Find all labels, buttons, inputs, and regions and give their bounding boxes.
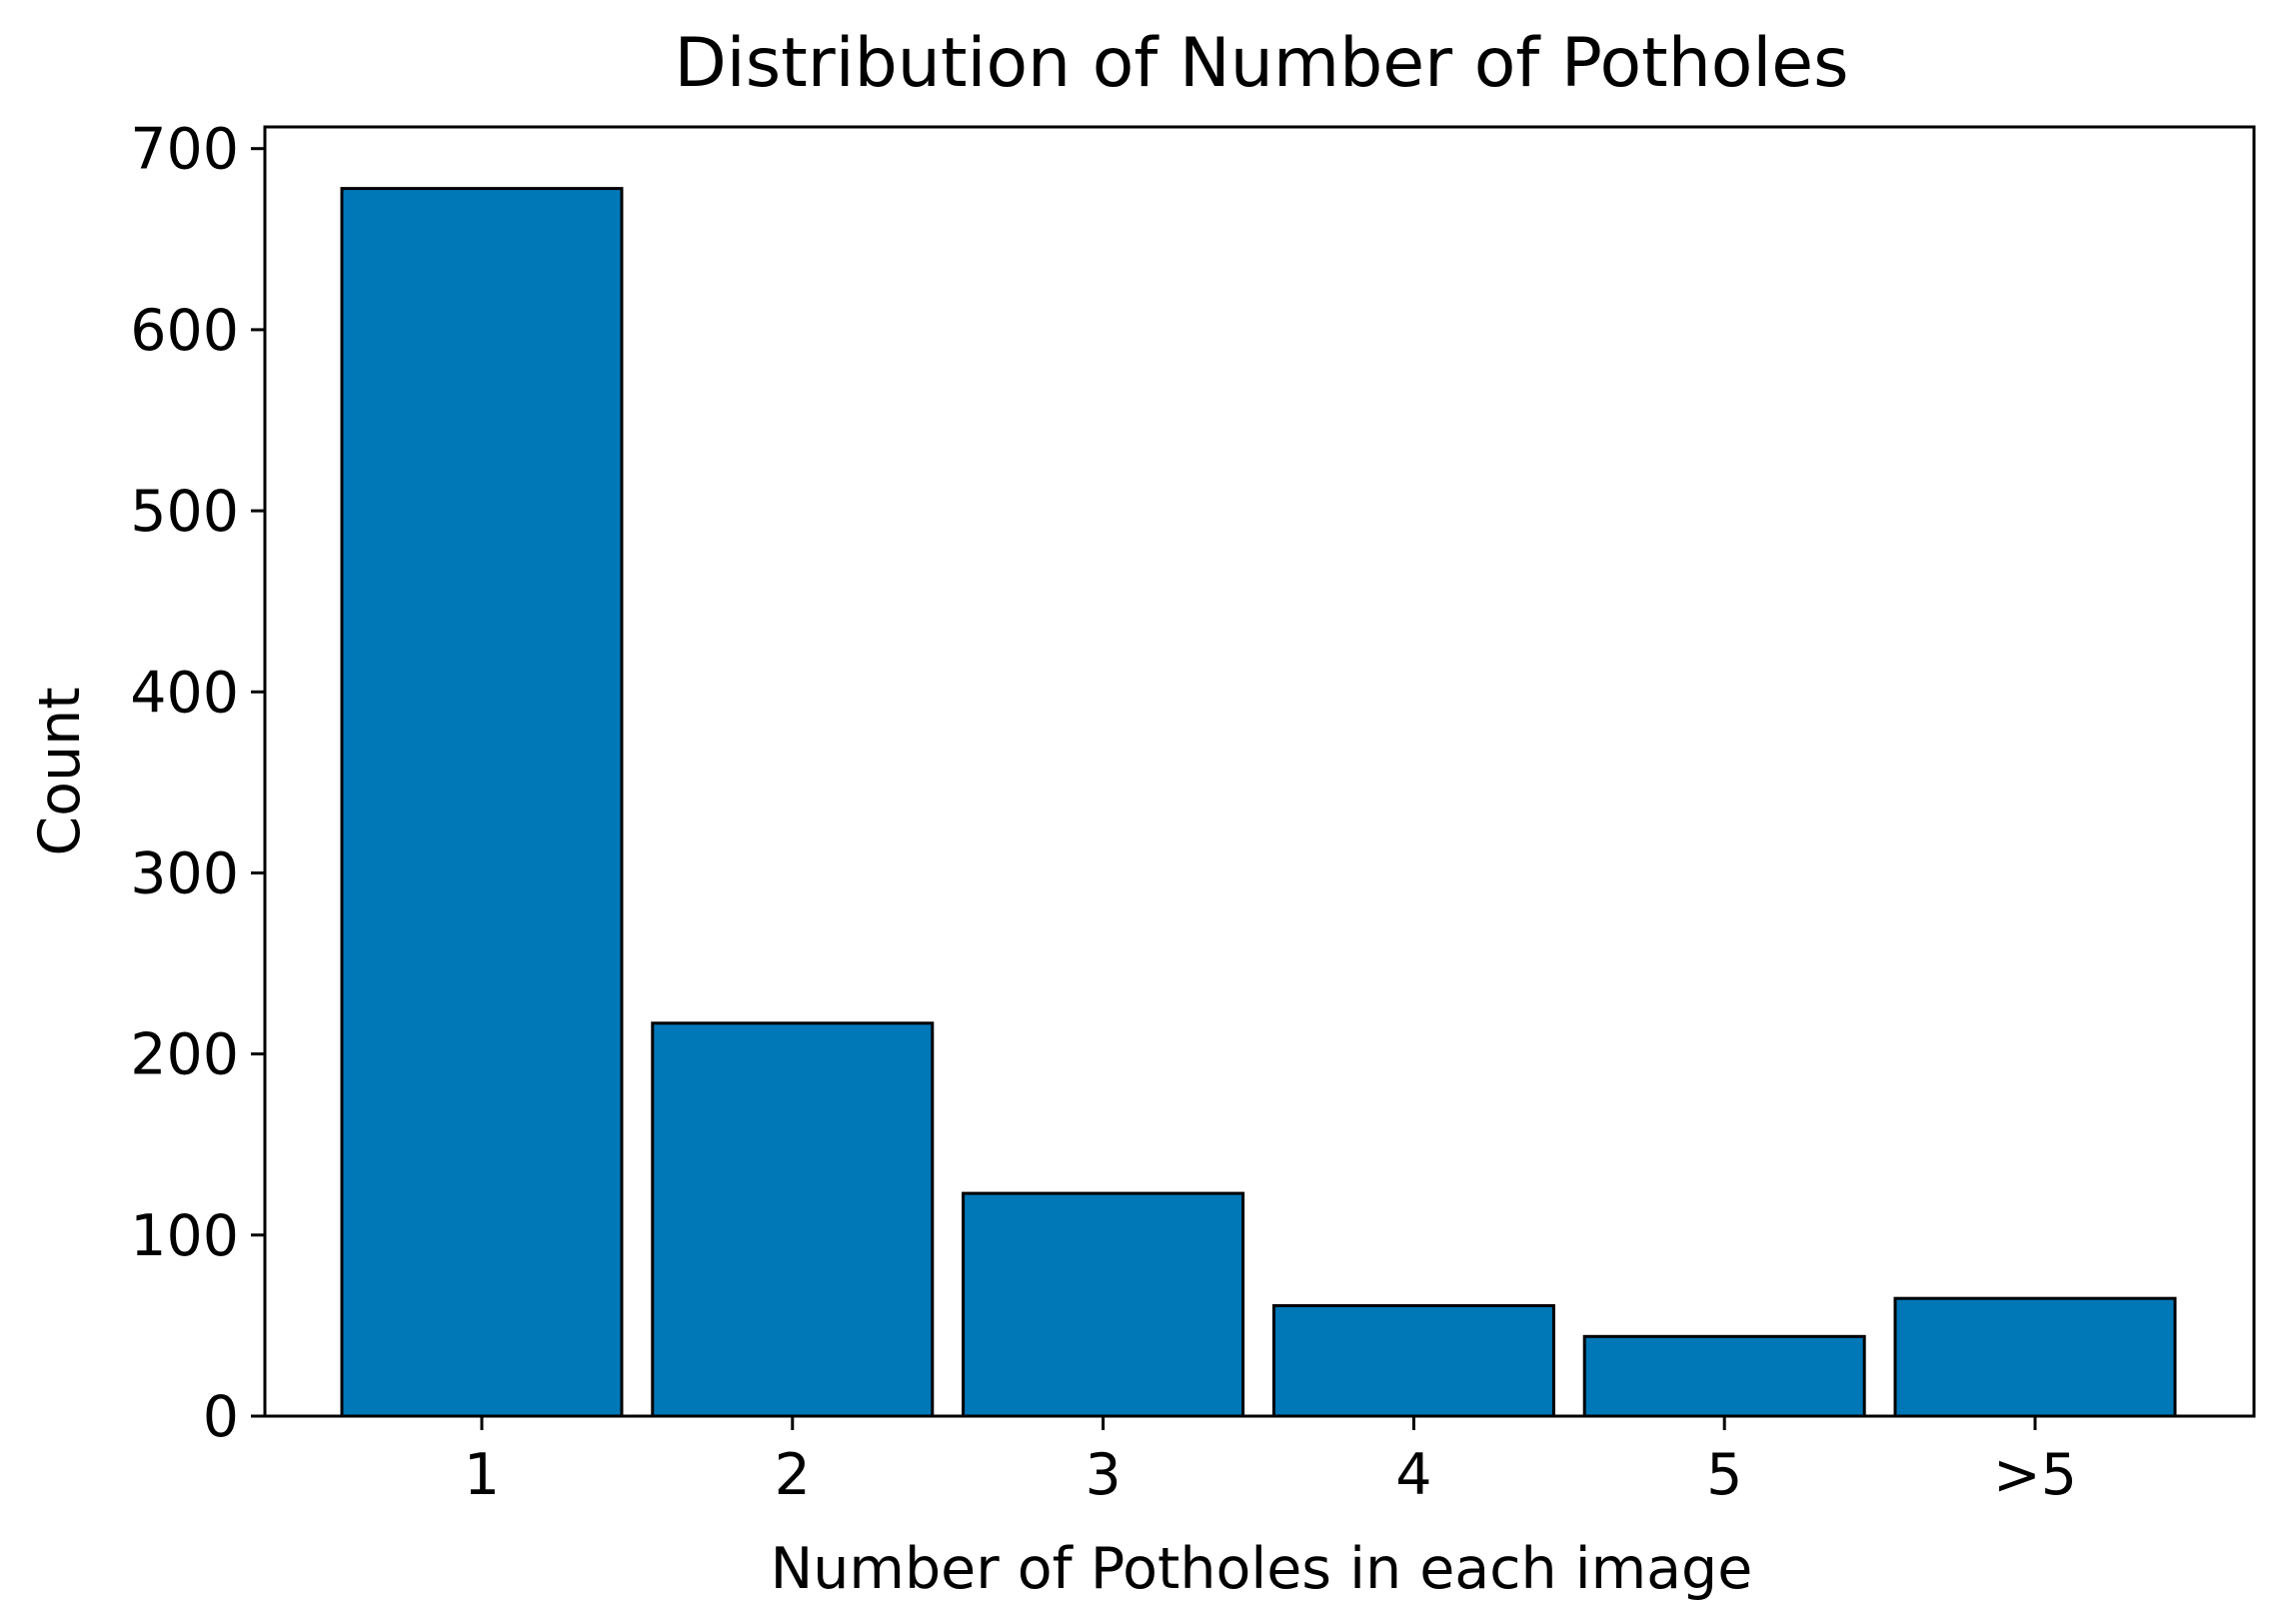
y-axis-ticks: 0 100 200 300 400 500 600 700 [130,117,265,1450]
x-axis-label: Number of Potholes in each image [771,1536,1753,1602]
x-tick-label: 3 [1085,1442,1121,1508]
bar-2 [651,1021,935,1418]
y-tick-label: 500 [130,479,239,545]
y-tick-label: 600 [130,298,239,364]
y-tick-label: 700 [130,117,239,183]
y-axis-label: Count [27,687,93,855]
x-tick-label: 2 [775,1442,811,1508]
x-tick-label: 5 [1706,1442,1742,1508]
bar->5 [1893,1296,2177,1418]
bar-4 [1271,1304,1555,1418]
x-tick-label: 1 [464,1442,500,1508]
plot-frame [263,125,2256,1418]
y-tick-label: 200 [130,1022,239,1088]
bar-5 [1582,1334,1866,1418]
y-tick-label: 400 [130,660,239,726]
bar-3 [962,1191,1245,1418]
x-axis-ticks: 1 2 3 4 5 >5 [464,1416,2077,1508]
x-tick-label: 4 [1395,1442,1431,1508]
x-tick-label: >5 [1993,1442,2077,1508]
bars [340,187,2177,1418]
chart-title: Distribution of Number of Potholes [674,24,1848,103]
y-tick-label: 100 [130,1203,239,1269]
y-tick-label: 0 [203,1384,239,1450]
bar-1 [340,187,624,1418]
y-tick-label: 300 [130,841,239,907]
